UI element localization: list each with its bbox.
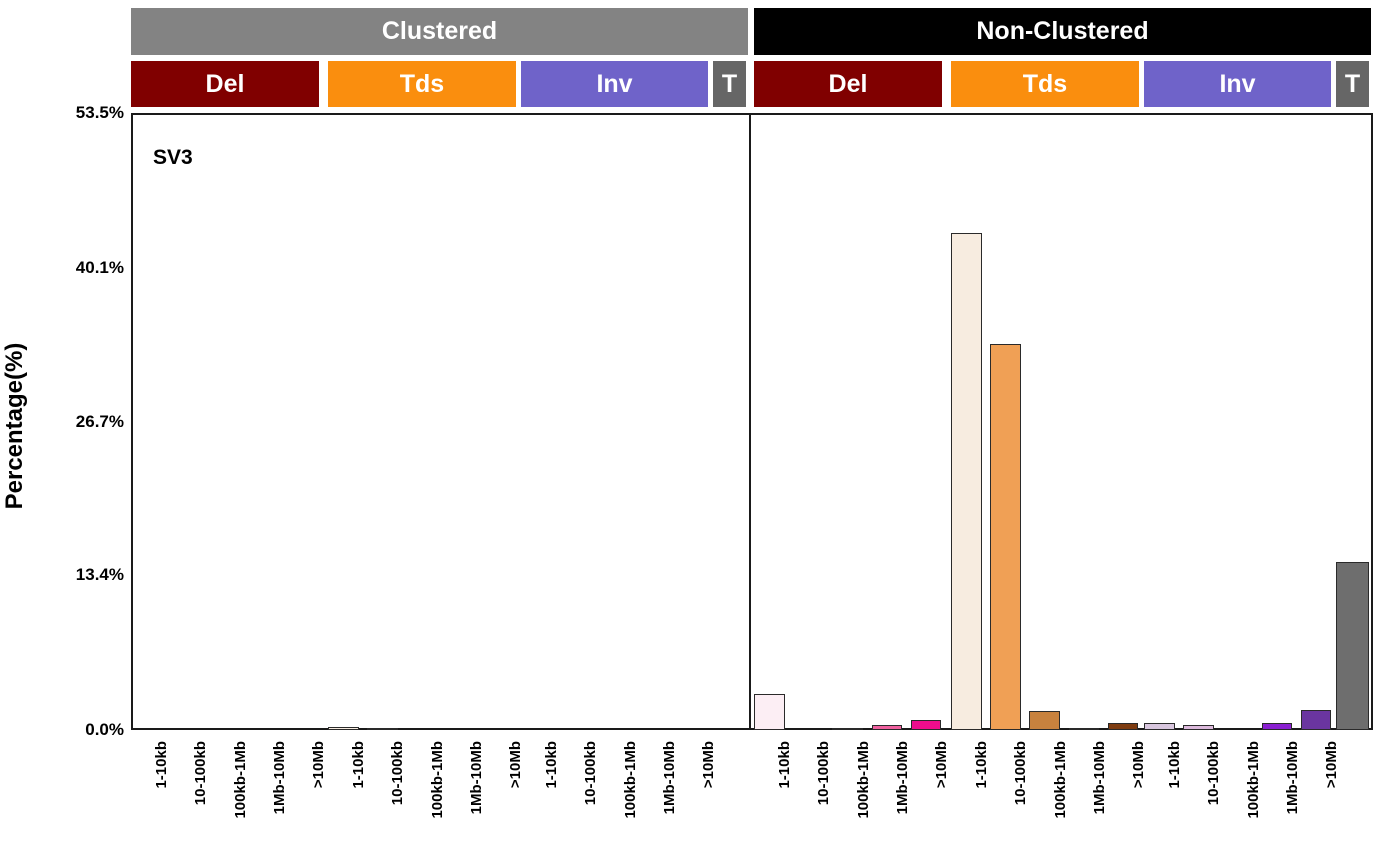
bar-non-clustered-inv-1 <box>1183 725 1214 730</box>
x-tick-label: >10Mb <box>1130 741 1148 789</box>
svtype-header-del: Del <box>754 61 942 107</box>
svtype-header-inv: Inv <box>521 61 708 107</box>
x-tick-label: 1Mb-10Mb <box>893 741 911 815</box>
x-tick-label: 1-10kb <box>973 741 991 789</box>
bar-non-clustered-tds-4 <box>1107 722 1139 730</box>
bar-non-clustered-del-4 <box>910 719 942 730</box>
svtype-header-t: T <box>1336 61 1369 107</box>
x-tick-label: >10Mb <box>700 741 718 789</box>
cluster-header-non-clustered: Non-Clustered <box>754 8 1371 55</box>
panel-divider <box>749 113 751 730</box>
plot-area <box>131 113 1373 730</box>
bar-non-clustered-tds-1 <box>990 343 1021 730</box>
x-tick-label: >10Mb <box>507 741 525 789</box>
bar-non-clustered-tds-0 <box>951 232 982 730</box>
svtype-header-inv: Inv <box>1144 61 1331 107</box>
y-tick-label: 26.7% <box>75 412 124 432</box>
x-tick-label: 1-10kb <box>153 741 171 789</box>
bar-non-clustered-tds-3 <box>1068 728 1100 730</box>
x-tick-label: 100kb-1Mb <box>231 741 249 819</box>
bar-clustered-tds-1 <box>367 727 398 730</box>
x-tick-label: 10-100kb <box>1012 741 1030 806</box>
svtype-header-t: T <box>713 61 746 107</box>
bar-non-clustered-del-3 <box>871 724 903 730</box>
x-tick-label: 100kb-1Mb <box>1051 741 1069 819</box>
x-tick-label: 1-10kb <box>543 741 561 789</box>
x-tick-label: 1-10kb <box>350 741 368 789</box>
signature-label: SV3 <box>153 146 193 169</box>
bar-non-clustered-tds-2 <box>1029 710 1060 730</box>
x-tick-label: 1Mb-10Mb <box>467 741 485 815</box>
bar-clustered-tds-0 <box>328 726 359 730</box>
y-tick-label: 53.5% <box>75 103 124 122</box>
bar-non-clustered-inv-0 <box>1144 723 1175 730</box>
x-tick-label: >10Mb <box>1323 741 1341 789</box>
svtype-header-tds: Tds <box>951 61 1139 107</box>
x-tick-label: 1Mb-10Mb <box>270 741 288 815</box>
x-tick-label: 10-100kb <box>582 741 600 806</box>
x-tick-label: 1-10kb <box>776 741 794 789</box>
x-tick-label: 1Mb-10Mb <box>660 741 678 815</box>
y-tick-label: 13.4% <box>75 565 124 585</box>
x-tick-label: 1Mb-10Mb <box>1090 741 1108 815</box>
bar-non-clustered-inv-3 <box>1261 723 1293 730</box>
bar-non-clustered-del-0 <box>754 694 785 730</box>
x-tick-label: 10-100kb <box>389 741 407 806</box>
x-tick-label: 1-10kb <box>1166 741 1184 789</box>
bar-non-clustered-inv-4 <box>1300 710 1332 730</box>
y-tick-label: 0.0% <box>85 720 124 739</box>
y-tick-label: 40.1% <box>75 257 124 277</box>
x-tick-label: 10-100kb <box>815 741 833 806</box>
x-tick-label: 100kb-1Mb <box>428 741 446 819</box>
svtype-header-del: Del <box>131 61 319 107</box>
x-tick-label: 10-100kb <box>192 741 210 806</box>
x-tick-label: >10Mb <box>933 741 951 789</box>
x-tick-label: 100kb-1Mb <box>854 741 872 819</box>
x-tick-label: 1Mb-10Mb <box>1283 741 1301 815</box>
x-tick-label: 100kb-1Mb <box>621 741 639 819</box>
svtype-header-tds: Tds <box>328 61 516 107</box>
x-tick-label: 10-100kb <box>1205 741 1223 806</box>
x-tick-label: 100kb-1Mb <box>1244 741 1262 819</box>
bar-non-clustered-del-2 <box>832 727 863 730</box>
cluster-header-clustered: Clustered <box>131 8 748 55</box>
x-tick-label: >10Mb <box>310 741 328 789</box>
bar-non-clustered-t-0 <box>1336 561 1369 730</box>
